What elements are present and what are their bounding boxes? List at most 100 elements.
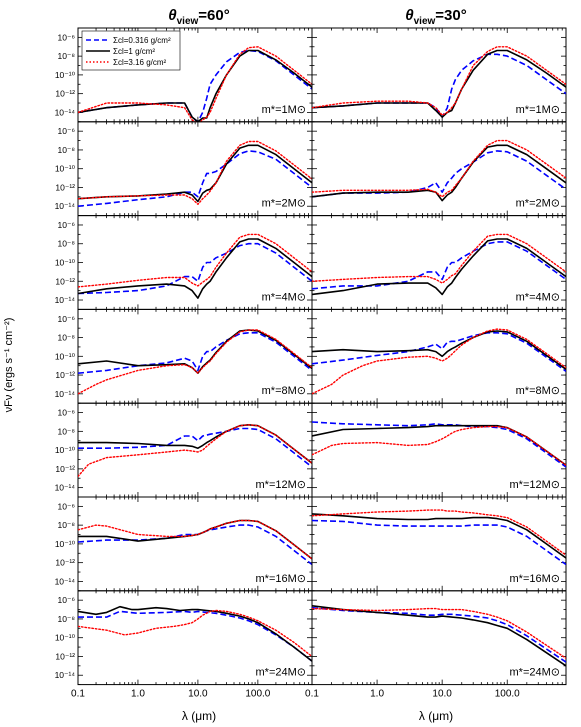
y-tick-label: 10⁻¹⁰ bbox=[55, 164, 76, 174]
panel-r2-c1: 10⁻⁶ 10⁻⁸ 10⁻¹⁰ 10⁻¹² 10⁻¹⁴ m*=2M⊙ bbox=[55, 121, 313, 217]
series-line-2 bbox=[78, 519, 312, 560]
legend-label-1: Σcl=0.316 g/cm² bbox=[113, 36, 171, 45]
series-line-2 bbox=[312, 238, 566, 296]
column-title-30: θview=30° bbox=[405, 7, 467, 27]
column-title-60: θview=60° bbox=[168, 7, 230, 27]
series-line-2 bbox=[312, 513, 566, 559]
y-tick-label: 10⁻¹⁴ bbox=[55, 107, 76, 117]
x-tick-label: 1.0 bbox=[370, 689, 384, 700]
y-tick-label: 10⁻⁸ bbox=[57, 520, 75, 530]
series-line-1 bbox=[312, 241, 566, 290]
mass-label: m*=1M⊙ bbox=[516, 104, 560, 116]
panel-r5-c2: m*=12M⊙ bbox=[311, 402, 567, 498]
y-tick-label: 10⁻¹⁴ bbox=[55, 201, 76, 211]
y-tick-label: 10⁻¹² bbox=[55, 276, 75, 286]
panel-r7-c2: m*=24M⊙ bbox=[311, 590, 567, 686]
x-tick-label: 10.0 bbox=[432, 689, 452, 700]
y-tick-label: 10⁻⁶ bbox=[58, 32, 75, 42]
series-line-3 bbox=[78, 609, 312, 658]
x-tick-label: 100.0 bbox=[495, 689, 520, 700]
series-line-2 bbox=[78, 238, 312, 299]
panel-r1-c2: m*=1M⊙ bbox=[311, 27, 567, 123]
y-tick-label: 10⁻¹⁰ bbox=[55, 70, 76, 80]
series-line-3 bbox=[78, 233, 312, 288]
series-line-3 bbox=[78, 329, 312, 395]
x-tick-label: 100.0 bbox=[245, 689, 270, 700]
mass-label: m*=12M⊙ bbox=[256, 479, 306, 491]
panel-r7-c1: 10⁻⁶ 10⁻⁸ 10⁻¹⁰ 10⁻¹² 10⁻¹⁴ m*=24M⊙ bbox=[55, 590, 313, 686]
series-line-3 bbox=[78, 424, 312, 478]
y-tick-label: 10⁻⁸ bbox=[57, 239, 75, 249]
mass-label: m*=24M⊙ bbox=[510, 667, 560, 679]
y-tick-label: 10⁻⁶ bbox=[58, 220, 75, 230]
series-line-1 bbox=[78, 610, 312, 662]
y-tick-label: 10⁻¹⁴ bbox=[55, 483, 76, 493]
mass-label: m*=24M⊙ bbox=[256, 667, 306, 679]
legend-label-2: Σcl=1 g/cm² bbox=[113, 47, 155, 56]
panel-r3-c2: m*=4M⊙ bbox=[311, 215, 567, 310]
panel-r4-c1: 10⁻⁶ 10⁻⁸ 10⁻¹⁰ 10⁻¹² 10⁻¹⁴ m*=8M⊙ bbox=[55, 308, 313, 404]
series-line-2 bbox=[78, 144, 312, 203]
y-tick-label: 10⁻⁸ bbox=[57, 51, 75, 61]
series-line-3 bbox=[312, 607, 566, 659]
y-tick-label: 10⁻¹⁰ bbox=[55, 539, 76, 549]
y-tick-label: 10⁻⁸ bbox=[57, 145, 75, 155]
series-line-3 bbox=[78, 46, 312, 122]
series-line-2 bbox=[312, 144, 566, 202]
series-line-2 bbox=[312, 330, 566, 371]
series-line-3 bbox=[312, 233, 566, 284]
panel-r4-c2: m*=8M⊙ bbox=[311, 308, 567, 404]
panel-r2-c2: m*=2M⊙ bbox=[311, 121, 567, 217]
panel-r3-c1: 10⁻⁶ 10⁻⁸ 10⁻¹⁰ 10⁻¹² 10⁻¹⁴ m*=4M⊙ bbox=[55, 215, 313, 310]
y-axis-label: νFν (ergs s⁻¹ cm⁻²) bbox=[3, 318, 15, 413]
panel-r6-c2: m*=16M⊙ bbox=[311, 496, 567, 592]
mass-label: m*=4M⊙ bbox=[262, 291, 306, 303]
mass-label: m*=12M⊙ bbox=[510, 479, 560, 491]
mass-label: m*=8M⊙ bbox=[516, 385, 560, 397]
y-tick-label: 10⁻¹⁰ bbox=[55, 445, 76, 455]
series-line-3 bbox=[312, 509, 566, 556]
series-line-1 bbox=[78, 242, 312, 295]
x-axis-label-left: λ (μm) bbox=[182, 709, 216, 723]
y-tick-label: 10⁻⁶ bbox=[58, 408, 75, 418]
series-line-1 bbox=[312, 332, 566, 372]
series-line-1 bbox=[312, 519, 566, 566]
x-tick-label: 10.0 bbox=[188, 689, 208, 700]
y-tick-label: 10⁻⁶ bbox=[58, 314, 75, 324]
series-line-1 bbox=[312, 421, 566, 468]
y-tick-label: 10⁻⁸ bbox=[57, 614, 75, 624]
y-tick-label: 10⁻¹⁴ bbox=[55, 295, 76, 305]
y-tick-label: 10⁻¹⁴ bbox=[55, 576, 76, 586]
x-tick-label: 0.1 bbox=[71, 689, 85, 700]
y-tick-label: 10⁻¹² bbox=[55, 182, 75, 192]
series-line-3 bbox=[312, 328, 566, 395]
y-tick-label: 10⁻⁶ bbox=[58, 126, 75, 136]
series-line-2 bbox=[312, 424, 566, 466]
y-tick-label: 10⁻¹² bbox=[55, 370, 75, 380]
x-tick-label: 0.1 bbox=[305, 689, 319, 700]
y-tick-label: 10⁻¹² bbox=[55, 464, 75, 474]
y-tick-label: 10⁻¹² bbox=[55, 558, 75, 568]
y-tick-label: 10⁻⁸ bbox=[57, 333, 75, 343]
panel-r1-c1: 10⁻⁶ 10⁻⁸ 10⁻¹⁰ 10⁻¹² 10⁻¹⁴ m*=1M⊙ bbox=[55, 27, 313, 123]
y-tick-label: 10⁻⁸ bbox=[57, 426, 75, 436]
series-line-1 bbox=[312, 606, 566, 663]
y-tick-label: 10⁻⁶ bbox=[58, 595, 75, 605]
mass-label: m*=16M⊙ bbox=[510, 573, 560, 585]
panel-r6-c1: 10⁻⁶ 10⁻⁸ 10⁻¹⁰ 10⁻¹² 10⁻¹⁴ m*=16M⊙ bbox=[55, 496, 313, 592]
y-tick-label: 10⁻¹⁴ bbox=[55, 670, 76, 680]
y-tick-label: 10⁻¹⁰ bbox=[55, 351, 76, 361]
series-line-2 bbox=[78, 605, 312, 662]
mass-label: m*=1M⊙ bbox=[262, 104, 306, 116]
legend: Σcl=0.316 g/cm² Σcl=1 g/cm² Σcl=3.16 g/cm² bbox=[81, 30, 181, 71]
series-line-3 bbox=[312, 46, 566, 116]
x-tick-label: 1.0 bbox=[131, 689, 145, 700]
mass-label: m*=2M⊙ bbox=[516, 198, 560, 210]
x-axis-label-right: λ (μm) bbox=[419, 709, 453, 723]
series-line-3 bbox=[312, 425, 566, 466]
y-tick-label: 10⁻¹⁰ bbox=[55, 258, 76, 268]
mass-label: m*=8M⊙ bbox=[262, 385, 306, 397]
legend-label-3: Σcl=3.16 g/cm² bbox=[113, 58, 167, 67]
